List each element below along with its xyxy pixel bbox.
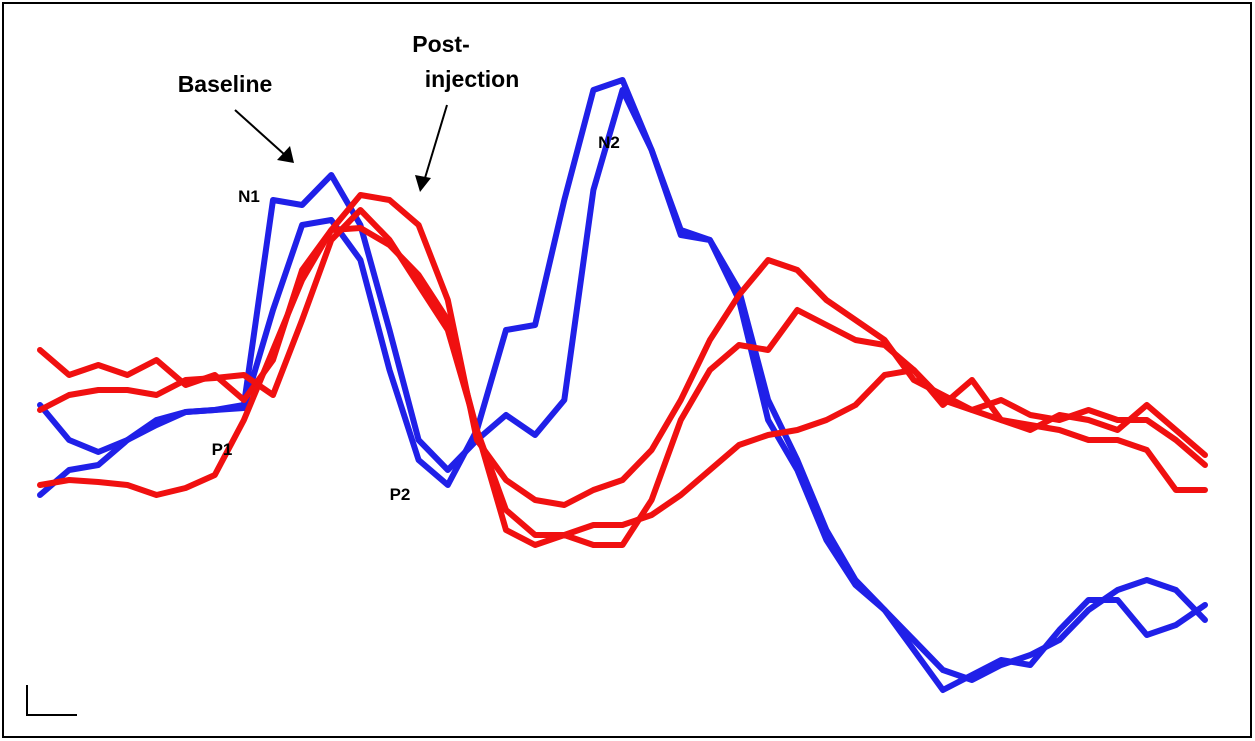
annotation: Post- bbox=[412, 31, 470, 57]
arrow-head bbox=[277, 146, 294, 163]
scale-bar bbox=[26, 685, 77, 716]
arrow bbox=[424, 104, 448, 179]
traces bbox=[37, 77, 1208, 693]
trace bbox=[37, 77, 1208, 693]
peak-label: N2 bbox=[598, 133, 620, 152]
peak-label: N1 bbox=[238, 187, 260, 206]
arrow bbox=[234, 109, 286, 156]
annotation: Baseline bbox=[178, 71, 273, 97]
arrow-head bbox=[415, 175, 431, 192]
annotation: injection bbox=[425, 66, 520, 92]
peak-label: P2 bbox=[390, 485, 411, 504]
trace bbox=[37, 225, 1208, 538]
trace bbox=[37, 192, 1208, 508]
peak-label: P1 bbox=[212, 440, 233, 459]
